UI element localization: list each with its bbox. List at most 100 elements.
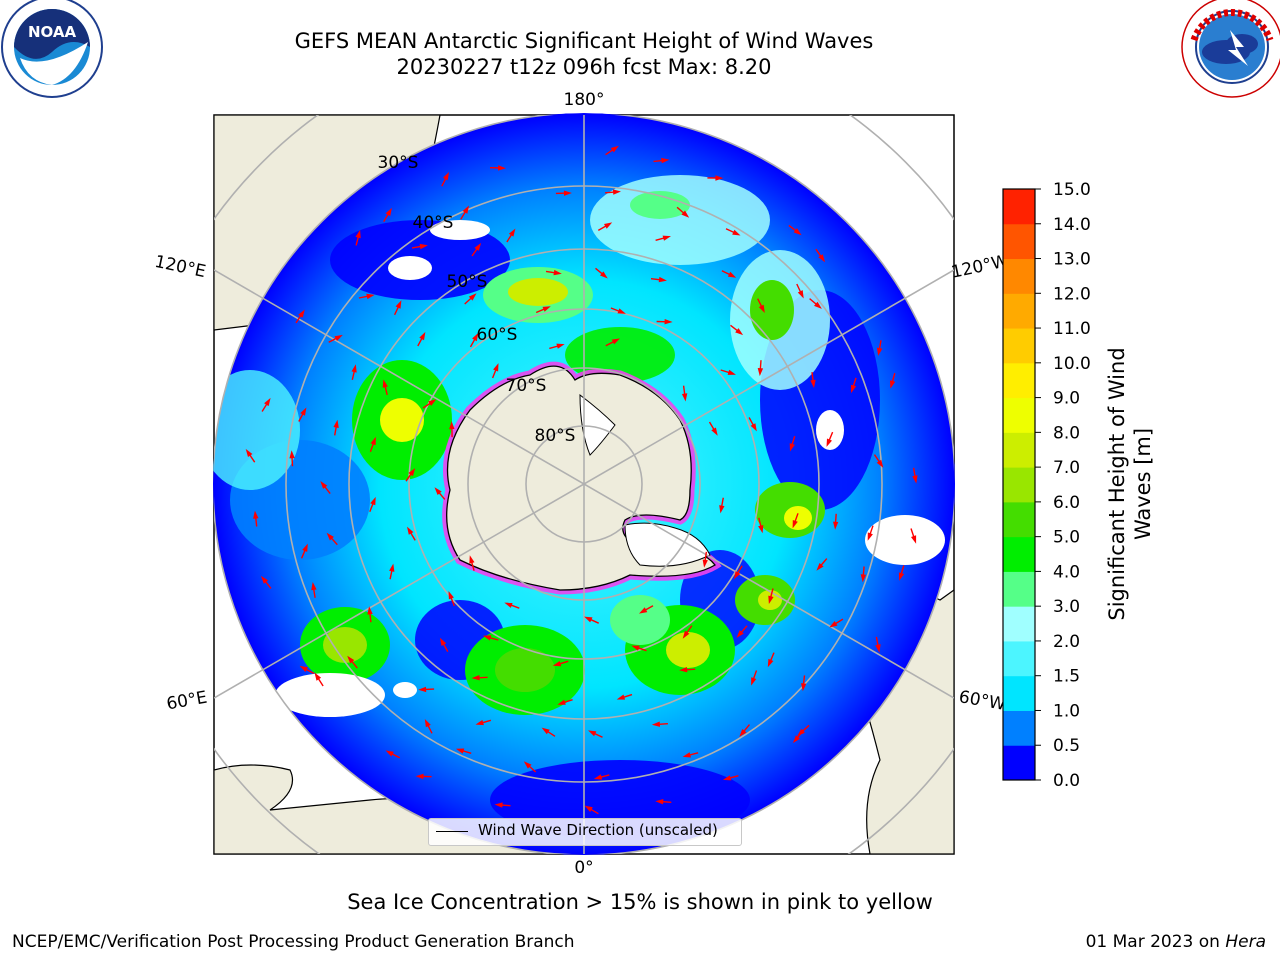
colorbar-tick-label: 13.0 — [1053, 250, 1091, 270]
colorbar-segment — [1003, 362, 1035, 399]
colorbar-label-line2: Waves [m] — [1131, 428, 1155, 540]
wind-wave-arrowhead — [662, 235, 671, 241]
colorbar-label-line1: Significant Height of Wind — [1105, 347, 1129, 620]
wind-wave-arrowhead — [370, 436, 376, 446]
colorbar-segment — [1003, 223, 1035, 260]
wind-wave-arrowhead — [552, 661, 562, 667]
wind-wave-arrowhead — [245, 448, 253, 457]
wind-wave-arrowhead — [523, 761, 532, 769]
wind-wave-arrowhead — [768, 595, 774, 604]
wind-wave-arrowhead — [681, 393, 688, 402]
wind-wave-arrowhead — [826, 438, 832, 447]
colorbar-segment — [1003, 189, 1035, 225]
wind-wave-arrowhead — [385, 750, 394, 757]
wind-wave-arrowhead — [395, 300, 402, 309]
wind-wave-arrowhead — [415, 773, 424, 780]
colorbar-segment — [1003, 258, 1035, 294]
colorbar-segment — [1003, 501, 1035, 538]
wind-wave-arrowhead — [475, 719, 484, 726]
colorbar-tick-label: 14.0 — [1053, 215, 1091, 235]
wind-wave-arrowhead — [616, 694, 626, 700]
colorbar-segment — [1003, 710, 1035, 746]
wind-wave-arrows — [245, 145, 918, 815]
wind-wave-arrowhead — [875, 644, 881, 653]
wind-wave-arrowhead — [898, 572, 905, 581]
wind-wave-arrowhead — [494, 802, 503, 808]
wind-wave-arrowhead — [789, 443, 795, 452]
wind-wave-arrowhead — [639, 607, 648, 614]
colorbar-tick-label: 2.0 — [1053, 632, 1080, 652]
legend-label: Wind Wave Direction (unscaled) — [478, 821, 718, 839]
colorbar-tick-label: 7.0 — [1053, 458, 1080, 478]
lon-label-0: 0° — [574, 858, 593, 878]
wind-wave-arrowhead — [664, 319, 673, 325]
footer-host: Hera — [1225, 932, 1266, 952]
national-weather-service-logo — [1181, 0, 1280, 98]
lat-label-30s: 30°S — [378, 153, 419, 173]
graticule — [214, 115, 954, 854]
wind-wave-arrowhead — [419, 243, 428, 250]
wind-wave-arrowhead — [298, 309, 305, 318]
wind-wave-arrowhead — [911, 535, 917, 544]
wind-wave-arrowhead — [722, 775, 732, 781]
wind-wave-arrowhead — [890, 380, 896, 389]
wind-wave-arrowhead — [793, 228, 802, 236]
wind-wave-arrowhead — [334, 334, 343, 341]
chart-title: GEFS MEAN Antarctic Significant Height o… — [294, 29, 874, 53]
wind-wave-arrowhead — [563, 190, 572, 196]
wind-wave-arrowhead — [814, 301, 822, 309]
chart-subtitle: 20230227 t12z 096h fcst Max: 8.20 — [396, 55, 772, 79]
wind-wave-arrowhead — [382, 379, 388, 388]
wind-wave-arrowhead — [655, 799, 664, 805]
lon-label-120e: 120°E — [153, 252, 208, 282]
wind-wave-arrowhead — [385, 207, 392, 217]
wind-wave-arrowhead — [610, 145, 619, 153]
wind-wave-arrowhead — [829, 621, 838, 628]
wind-wave-arrowhead — [474, 242, 482, 251]
wind-wave-arrowhead — [264, 397, 271, 407]
wind-wave-arrowhead — [300, 407, 307, 416]
wind-wave-arrowhead — [370, 496, 376, 506]
wind-wave-arrowhead — [333, 419, 339, 428]
wind-wave-arrowhead — [702, 559, 708, 568]
noaa-logo: NOAA — [1, 0, 103, 98]
sea-ice-caption: Sea Ice Concentration > 15% is shown in … — [347, 890, 933, 914]
lat-label-60s: 60°S — [477, 325, 518, 345]
wind-wave-arrowhead — [418, 686, 427, 693]
lat-label-80s: 80°S — [535, 426, 576, 446]
wind-wave-arrowhead — [651, 721, 660, 727]
wind-wave-arrowhead — [504, 602, 513, 608]
colorbar-segment — [1003, 293, 1035, 329]
lon-label-180: 180° — [564, 90, 605, 110]
colorbar-ticks: 0.0 0.5 1.0 1.5 2.0 3.0 4.0 5.0 6.0 7.0 8.0 9.0 10.0… — [1035, 180, 1091, 791]
wind-wave-arrowhead — [389, 563, 395, 572]
wind-wave-arrowhead — [289, 450, 295, 459]
wind-wave-arrowhead — [366, 293, 375, 300]
wind-wave-arrowhead — [876, 347, 883, 356]
wind-wave-arrowhead — [750, 423, 757, 432]
antarctica — [446, 365, 716, 591]
wind-wave-arrowhead — [631, 645, 640, 651]
colorbar-tick-label: 8.0 — [1053, 423, 1080, 443]
wind-wave-arrowhead — [727, 271, 737, 278]
colorbar-segment — [1003, 606, 1035, 642]
wind-wave-arrowhead — [428, 399, 437, 406]
wind-wave-arrowhead — [439, 637, 447, 646]
wind-wave-arrowhead — [682, 630, 690, 639]
wind-wave-arrowhead — [424, 719, 431, 728]
wind-wave-arrowhead — [472, 332, 479, 342]
footer-producer: NCEP/EMC/Verification Post Processing Pr… — [12, 932, 575, 952]
wind-wave-arrowhead — [735, 328, 744, 336]
wind-wave-arrowhead — [299, 665, 308, 672]
wind-wave-arrowhead — [584, 805, 593, 812]
wind-wave-arrowhead — [739, 729, 747, 737]
wind-wave-arrowhead — [367, 606, 373, 615]
wind-wave-arrowhead — [498, 165, 506, 171]
colorbar-segment — [1003, 675, 1035, 711]
wind-wave-arrowhead — [508, 228, 516, 237]
wind-wave-arrowhead — [833, 521, 839, 530]
colorbar-tick-label: 10.0 — [1053, 354, 1091, 374]
colorbar-tick-label: 15.0 — [1053, 180, 1091, 200]
wind-wave-arrowhead — [434, 487, 442, 495]
wind-wave-arrowhead — [408, 468, 416, 477]
